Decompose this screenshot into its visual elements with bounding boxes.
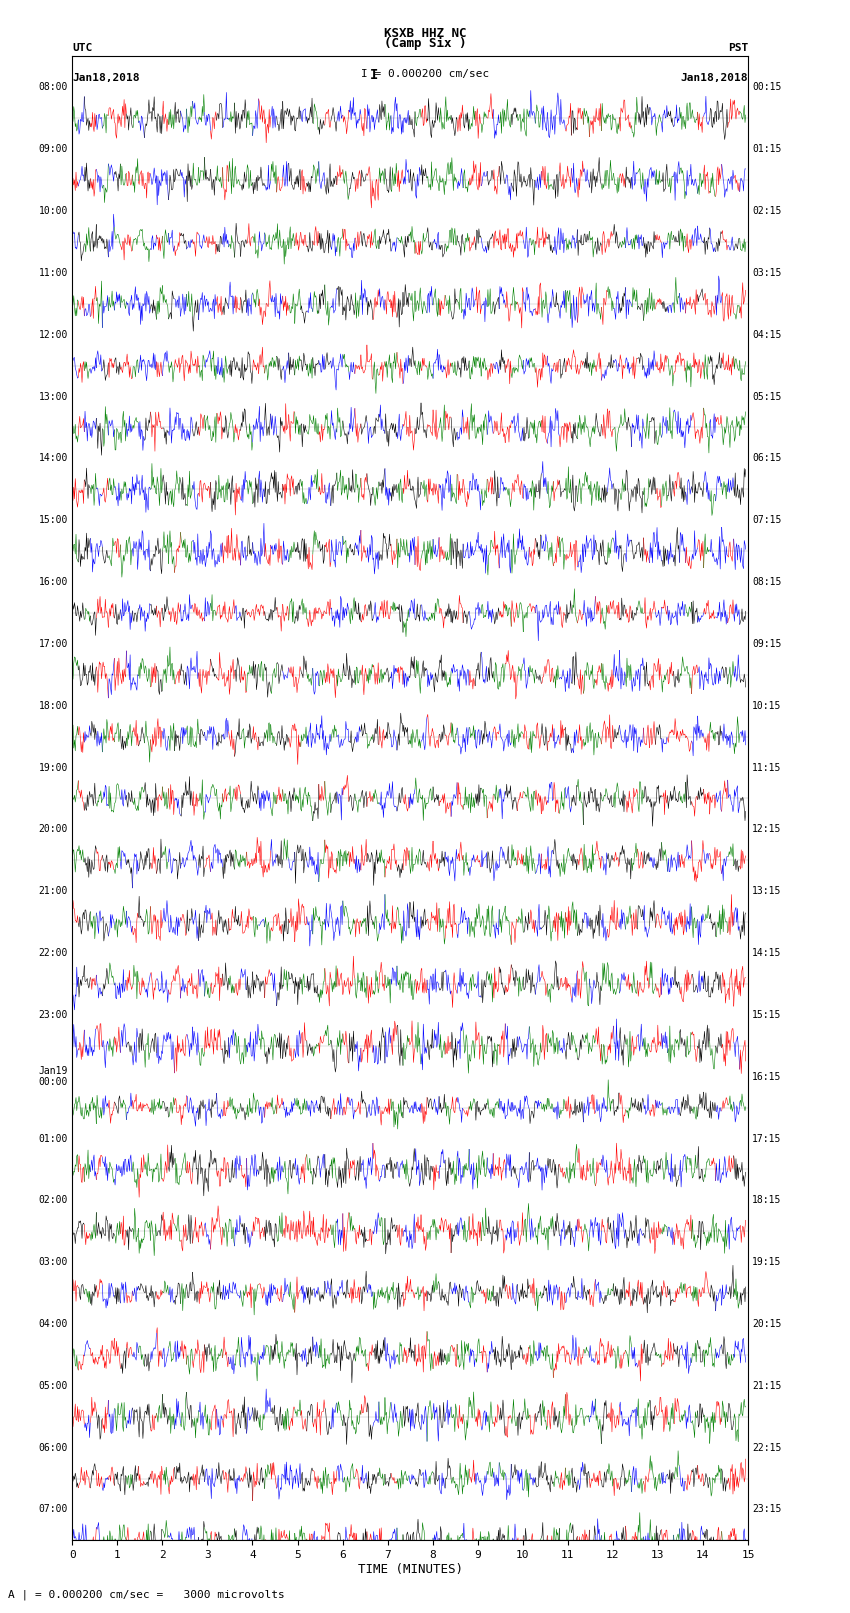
- Text: 12:00: 12:00: [38, 329, 68, 340]
- Text: PST: PST: [728, 44, 748, 53]
- Text: 15:15: 15:15: [752, 1010, 782, 1019]
- Text: 20:00: 20:00: [38, 824, 68, 834]
- Text: 08:15: 08:15: [752, 577, 782, 587]
- Text: 19:00: 19:00: [38, 763, 68, 773]
- Text: 04:00: 04:00: [38, 1319, 68, 1329]
- X-axis label: TIME (MINUTES): TIME (MINUTES): [358, 1563, 462, 1576]
- Text: 01:15: 01:15: [752, 144, 782, 155]
- Text: 23:15: 23:15: [752, 1505, 782, 1515]
- Text: 05:00: 05:00: [38, 1381, 68, 1390]
- Text: 23:00: 23:00: [38, 1010, 68, 1019]
- Text: 18:15: 18:15: [752, 1195, 782, 1205]
- Text: UTC: UTC: [72, 44, 93, 53]
- Text: 13:00: 13:00: [38, 392, 68, 402]
- Text: 01:00: 01:00: [38, 1134, 68, 1144]
- Text: 21:00: 21:00: [38, 886, 68, 897]
- Text: Jan19
00:00: Jan19 00:00: [38, 1066, 68, 1087]
- Text: 16:00: 16:00: [38, 577, 68, 587]
- Text: 14:15: 14:15: [752, 948, 782, 958]
- Text: I = 0.000200 cm/sec: I = 0.000200 cm/sec: [361, 69, 489, 79]
- Text: 12:15: 12:15: [752, 824, 782, 834]
- Text: 07:15: 07:15: [752, 515, 782, 526]
- Text: 11:15: 11:15: [752, 763, 782, 773]
- Text: Jan18,2018: Jan18,2018: [681, 73, 748, 82]
- Text: 05:15: 05:15: [752, 392, 782, 402]
- Text: 06:00: 06:00: [38, 1442, 68, 1453]
- Text: 06:15: 06:15: [752, 453, 782, 463]
- Text: 00:15: 00:15: [752, 82, 782, 92]
- Text: 19:15: 19:15: [752, 1257, 782, 1268]
- Text: 10:00: 10:00: [38, 206, 68, 216]
- Text: 21:15: 21:15: [752, 1381, 782, 1390]
- Text: 20:15: 20:15: [752, 1319, 782, 1329]
- Text: KSXB HHZ NC: KSXB HHZ NC: [383, 27, 467, 40]
- Text: 22:15: 22:15: [752, 1442, 782, 1453]
- Text: 03:00: 03:00: [38, 1257, 68, 1268]
- Text: 09:00: 09:00: [38, 144, 68, 155]
- Text: (Camp Six ): (Camp Six ): [383, 37, 467, 50]
- Text: 08:00: 08:00: [38, 82, 68, 92]
- Text: 04:15: 04:15: [752, 329, 782, 340]
- Text: 11:00: 11:00: [38, 268, 68, 277]
- Text: 09:15: 09:15: [752, 639, 782, 648]
- Text: 17:00: 17:00: [38, 639, 68, 648]
- Text: Jan18,2018: Jan18,2018: [72, 73, 139, 82]
- Text: 16:15: 16:15: [752, 1071, 782, 1082]
- Text: 22:00: 22:00: [38, 948, 68, 958]
- Text: 17:15: 17:15: [752, 1134, 782, 1144]
- Text: A | = 0.000200 cm/sec =   3000 microvolts: A | = 0.000200 cm/sec = 3000 microvolts: [8, 1589, 286, 1600]
- Text: 15:00: 15:00: [38, 515, 68, 526]
- Text: 14:00: 14:00: [38, 453, 68, 463]
- Text: 03:15: 03:15: [752, 268, 782, 277]
- Text: 07:00: 07:00: [38, 1505, 68, 1515]
- Text: I: I: [370, 68, 378, 82]
- Text: 18:00: 18:00: [38, 700, 68, 711]
- Text: 10:15: 10:15: [752, 700, 782, 711]
- Text: 02:15: 02:15: [752, 206, 782, 216]
- Text: 13:15: 13:15: [752, 886, 782, 897]
- Text: 02:00: 02:00: [38, 1195, 68, 1205]
